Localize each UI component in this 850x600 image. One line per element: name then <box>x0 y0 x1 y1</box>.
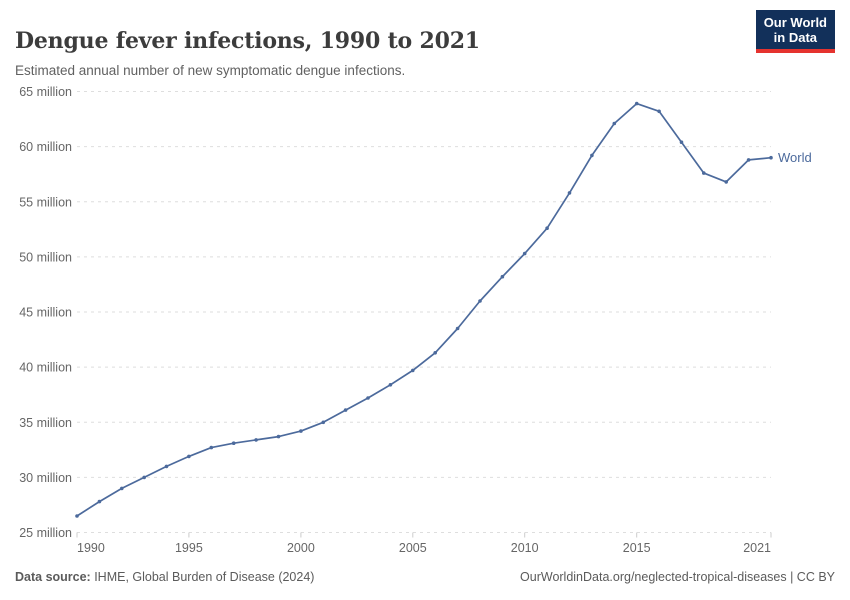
y-axis-tick-label: 45 million <box>19 306 72 320</box>
data-point <box>75 514 79 518</box>
owid-logo: Our World in Data <box>755 10 835 53</box>
chart-subtitle: Estimated annual number of new symptomat… <box>15 62 406 78</box>
data-point <box>679 140 684 144</box>
data-point <box>769 155 773 160</box>
data-point <box>612 121 617 126</box>
y-axis-tick-label: 40 million <box>19 361 72 375</box>
data-point <box>366 396 370 400</box>
data-point <box>500 274 505 279</box>
data-point <box>545 226 549 230</box>
series-label-world: World <box>778 150 812 165</box>
data-point <box>746 158 751 162</box>
x-axis-tick-label: 2000 <box>287 541 315 555</box>
x-axis-tick-label: 1990 <box>77 541 105 555</box>
owid-logo-line2: in Data <box>773 30 818 45</box>
y-axis-tick-label: 50 million <box>19 250 72 264</box>
data-point <box>321 420 326 425</box>
data-point <box>657 109 661 114</box>
data-point <box>702 171 706 175</box>
data-point <box>455 326 460 331</box>
x-axis-tick-label: 1995 <box>175 541 203 555</box>
data-point <box>567 191 572 195</box>
data-point <box>164 464 169 469</box>
y-axis-tick-label: 25 million <box>19 526 72 540</box>
world-data-line <box>76 102 772 517</box>
data-point <box>343 408 348 412</box>
data-point <box>724 180 728 184</box>
credit-url: OurWorldinData.org/neglected-tropical-di… <box>520 570 835 584</box>
data-point <box>433 351 438 355</box>
data-point <box>97 499 102 504</box>
data-source-note: Data source: IHME, Global Burden of Dise… <box>15 570 314 584</box>
page-title: Dengue fever infections, 1990 to 2021 <box>15 27 480 54</box>
data-point <box>120 486 124 491</box>
data-point <box>231 441 236 446</box>
x-axis-tick-label: 2015 <box>623 541 651 555</box>
data-point <box>478 299 482 303</box>
data-point <box>299 429 303 433</box>
data-point <box>276 434 281 439</box>
data-point <box>142 475 146 480</box>
x-axis-tick-label: 2005 <box>399 541 427 555</box>
data-source-text: IHME, Global Burden of Disease (2024) <box>90 570 315 584</box>
chart-footer: Data source: IHME, Global Burden of Dise… <box>15 570 835 584</box>
data-point <box>634 101 639 106</box>
data-point <box>590 153 594 158</box>
data-point <box>411 368 415 373</box>
data-source-label: Data source: <box>15 570 91 584</box>
data-point <box>388 383 393 387</box>
data-point <box>522 251 527 256</box>
data-point <box>254 438 258 442</box>
y-axis-tick-label: 55 million <box>19 195 72 209</box>
y-axis-tick-label: 60 million <box>19 140 72 154</box>
data-point <box>187 454 191 459</box>
data-point <box>209 445 214 450</box>
y-axis-tick-label: 65 million <box>19 85 72 99</box>
y-axis-tick-label: 35 million <box>19 416 72 430</box>
y-axis-tick-label: 30 million <box>19 471 72 485</box>
owid-logo-line1: Our World <box>763 15 827 30</box>
x-axis-tick-label: 2021 <box>743 541 771 555</box>
x-axis-tick-label: 2010 <box>511 541 539 555</box>
